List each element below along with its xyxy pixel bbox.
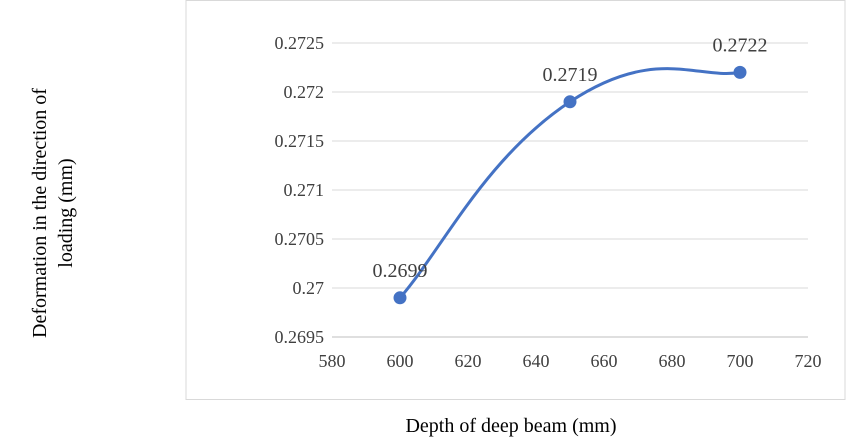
x-tick-label: 600 [387,351,414,371]
x-tick-label: 580 [319,351,346,371]
data-labels: 0.2699 0.2719 0.2722 [373,34,768,281]
y-axis-label-line-1: Deformation in the direction of [29,88,51,338]
x-tick-label: 620 [455,351,482,371]
x-axis-label: Depth of deep beam (mm) [405,415,616,437]
data-label: 0.2699 [373,260,428,282]
data-label: 0.2719 [543,64,598,86]
plot-frame [185,0,846,400]
y-axis-label-line-2: loading (mm) [55,158,77,267]
data-point [733,65,747,79]
y-tick-label: 0.271 [284,180,325,200]
x-tick-label: 680 [659,351,686,371]
x-tick-label: 720 [795,351,822,371]
axes: 0.2695 0.27 0.2705 0.271 0.2715 0.272 0.2725 58… [275,33,822,371]
grid [332,42,808,289]
y-tick-label: 0.2715 [275,131,325,151]
x-tick-label: 660 [591,351,618,371]
y-tick-label: 0.2705 [275,229,325,249]
y-tick-label: 0.27 [293,278,325,298]
x-tick-label: 700 [727,351,754,371]
x-tick-label: 640 [523,351,550,371]
y-tick-label: 0.2725 [275,33,325,53]
data-label: 0.2722 [713,34,768,56]
y-tick-label: 0.272 [284,82,325,102]
y-tick-label: 0.2695 [275,327,325,347]
data-point [393,291,407,305]
series-layer [393,65,747,305]
data-point [563,95,577,109]
